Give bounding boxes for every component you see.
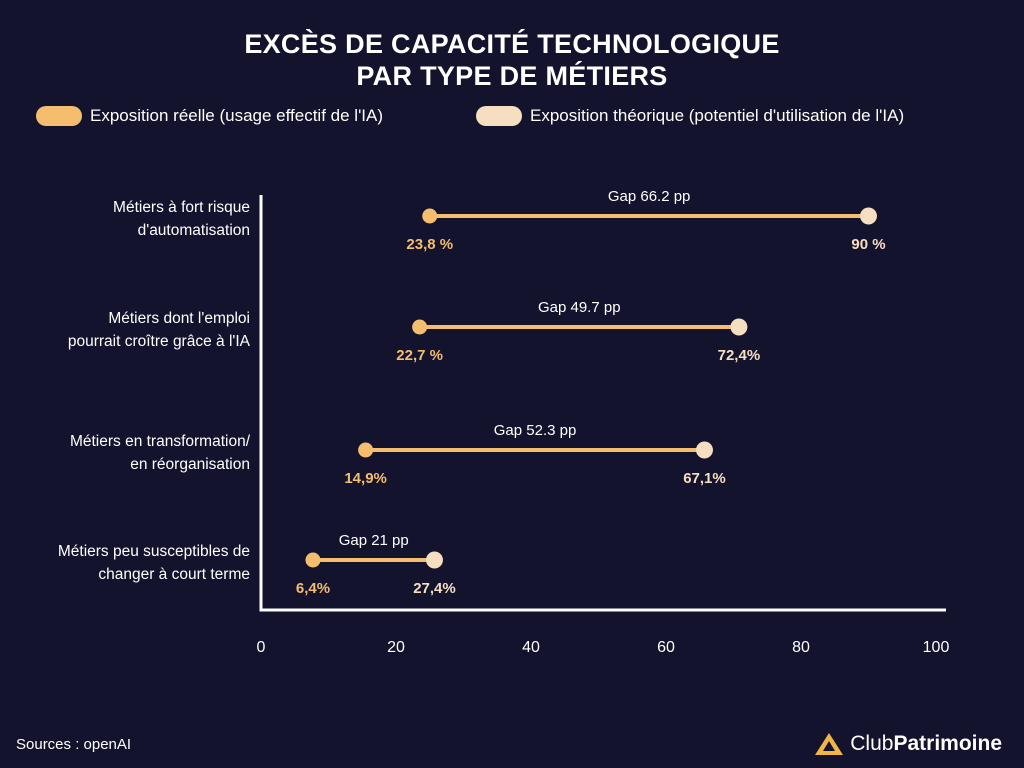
category-label: pourrait croître grâce à l'IA (68, 333, 251, 350)
gap-label: Gap 21 pp (339, 532, 409, 549)
category-label: changer à court terme (98, 566, 250, 583)
legend: Exposition réelle (usage effectif de l'I… (36, 106, 996, 130)
theoretical-exposure-point (695, 441, 713, 459)
brand-name: Patrimoine (893, 732, 1002, 755)
category-label: Métiers dont l'emploi (108, 310, 250, 327)
triangle-logo-icon (815, 733, 844, 755)
theoretical-value-label: 90 % (851, 236, 885, 253)
gap-label: Gap 49.7 pp (538, 299, 621, 316)
real-value-label: 23,8 % (406, 236, 453, 253)
real-value-label: 22,7 % (396, 347, 443, 364)
category-label: Métiers peu susceptibles de (58, 543, 250, 560)
real-value-label: 14,9% (344, 470, 387, 487)
chart-title: EXCÈS DE CAPACITÉ TECHNOLOGIQUE PAR TYPE… (0, 28, 1024, 92)
x-tick-label: 100 (923, 639, 950, 656)
chart-title-line-1: EXCÈS DE CAPACITÉ TECHNOLOGIQUE (244, 29, 780, 59)
category-label: en réorganisation (130, 456, 250, 473)
theoretical-exposure-point (425, 551, 443, 569)
x-tick-label: 60 (657, 639, 675, 656)
brand-prefix: Club (850, 732, 894, 755)
theoretical-exposure-point (730, 318, 748, 336)
brand: Club Patrimoine (814, 732, 1002, 756)
category-label: Métiers en transformation/ (70, 433, 251, 450)
legend-item-real: Exposition réelle (usage effectif de l'I… (36, 106, 383, 126)
x-tick-label: 0 (257, 639, 266, 656)
theoretical-exposure-point (860, 207, 877, 225)
theoretical-value-label: 67,1% (683, 470, 726, 487)
theoretical-value-label: 27,4% (413, 580, 456, 597)
real-exposure-point (358, 442, 374, 458)
real-exposure-point (305, 552, 321, 568)
legend-item-theoretical: Exposition théorique (potentiel d'utilis… (476, 106, 904, 126)
category-label: Métiers à fort risque (113, 199, 250, 216)
source-note: Sources : openAI (16, 736, 132, 753)
x-tick-label: 80 (792, 639, 810, 656)
gap-label: Gap 52.3 pp (494, 422, 577, 439)
legend-label-theoretical: Exposition théorique (potentiel d'utilis… (530, 106, 905, 125)
real-value-label: 6,4% (296, 580, 330, 597)
legend-swatch-theoretical (476, 106, 522, 126)
x-tick-label: 40 (522, 639, 540, 656)
category-label: d'automatisation (138, 222, 250, 239)
legend-label-real: Exposition réelle (usage effectif de l'I… (90, 106, 384, 125)
theoretical-value-label: 72,4% (718, 347, 761, 364)
chart-title-line-2: PAR TYPE DE MÉTIERS (356, 61, 668, 91)
gap-label: Gap 66.2 pp (608, 188, 691, 205)
x-tick-label: 20 (387, 639, 405, 656)
real-exposure-point (422, 208, 438, 224)
real-exposure-point (412, 319, 428, 335)
legend-swatch-real (36, 106, 82, 126)
